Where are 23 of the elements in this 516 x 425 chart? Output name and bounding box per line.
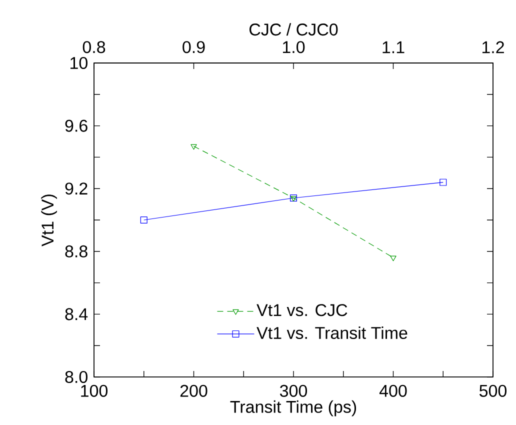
y-tick-label: 9.2: [65, 182, 88, 195]
y-tick-label: 9.6: [65, 120, 88, 132]
x-tick-label: 300: [280, 384, 308, 397]
x-tick-label: 100: [81, 384, 108, 397]
y-tick-label: 10: [70, 56, 88, 70]
y-tick-label: 8.4: [65, 308, 88, 320]
x-tick-label: 400: [379, 384, 407, 397]
x2-tick-label: 1.0: [282, 41, 305, 54]
y-tick-label: 8.8: [65, 245, 88, 258]
x-axis-title: Transit Time (ps): [230, 400, 356, 416]
x-tick-label: 500: [479, 384, 507, 397]
point: [440, 178, 447, 186]
y-tick-label: 8.0: [65, 370, 88, 384]
x2-tick-label: 0.9: [182, 41, 205, 54]
x2-axis-title: CJC / CJC0: [250, 23, 338, 36]
x2-tick-label: 0.8: [82, 41, 106, 54]
y-axis-title: Vt1 (V): [41, 194, 57, 246]
x-tick-label: 200: [180, 384, 208, 397]
point: [140, 216, 148, 224]
x2-tick-label: 1.1: [382, 41, 404, 54]
legend-label: Vt1 vs. Transit Time: [256, 326, 408, 340]
x2-tick-label: 1.2: [482, 41, 504, 54]
legend-label: Vt1 vs. CJC: [256, 304, 348, 316]
